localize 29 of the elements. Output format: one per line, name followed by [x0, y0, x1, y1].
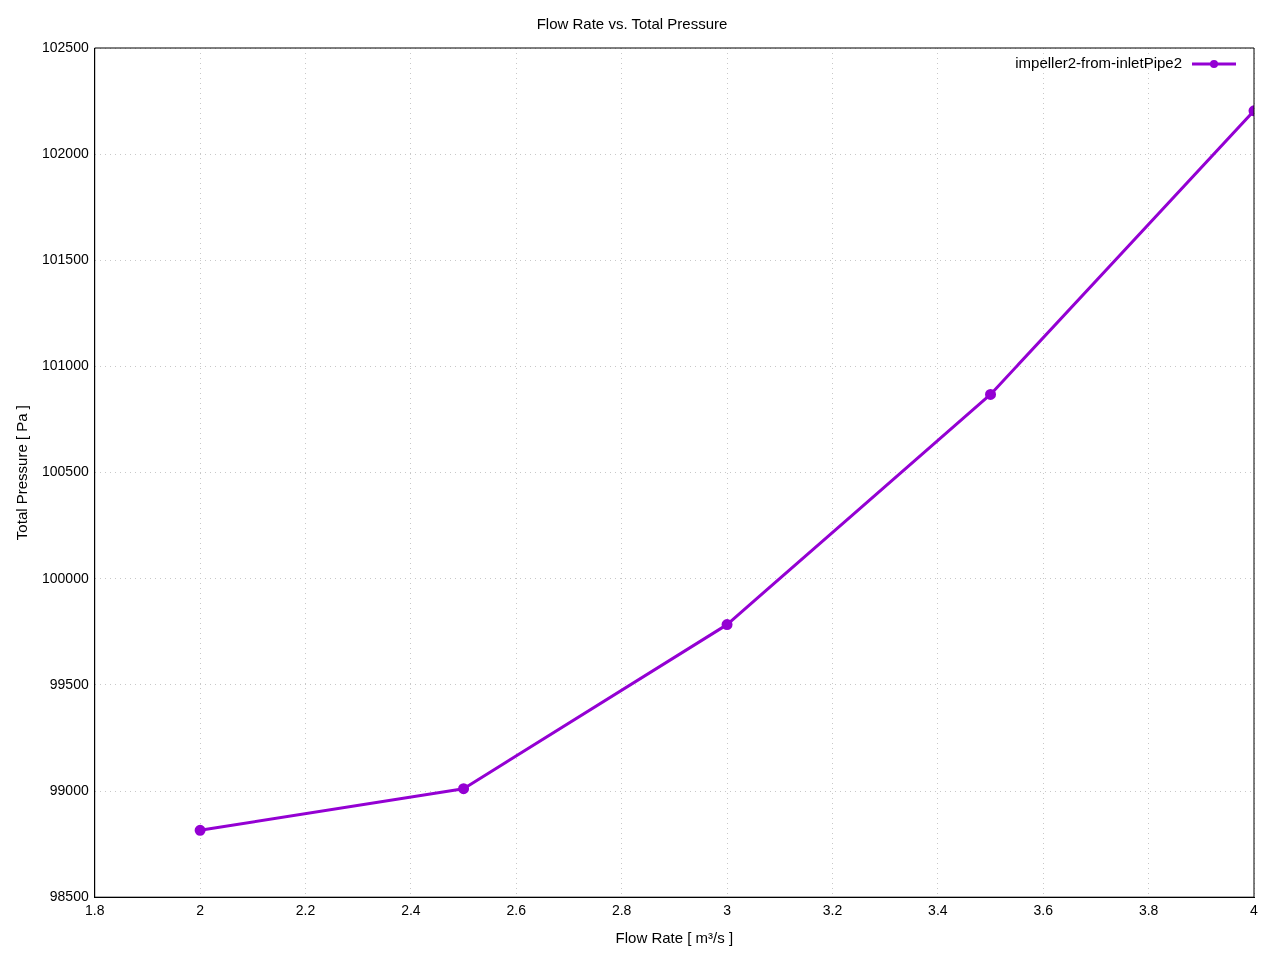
point	[985, 388, 997, 400]
x-tick-label: 3.8	[1138, 902, 1159, 919]
y-tick-label: 98500	[49, 888, 89, 905]
y-tick-label: 100000	[42, 569, 89, 586]
x-tick-label: 2	[196, 902, 205, 919]
x-tick-label: 3.4	[928, 902, 948, 919]
x-axis-title: Flow Rate [ m³/s ]	[615, 929, 734, 947]
x-tick-label: 2.8	[611, 902, 632, 919]
x-tick-label: 3.6	[1033, 902, 1054, 919]
chart-title: Flow Rate vs. Total Pressure	[536, 15, 728, 33]
y-tick-label: 101000	[42, 357, 89, 374]
x-tick-label: 2.6	[506, 902, 527, 919]
x-tick-label: 3	[723, 902, 732, 919]
point	[458, 783, 470, 795]
legend-label: impeller2-from-inletPipe2	[1015, 54, 1182, 72]
x-tick-label: 2.2	[295, 902, 316, 919]
point	[721, 619, 733, 631]
y-tick-label: 102000	[42, 145, 89, 162]
x-tick-label: 4	[1250, 902, 1259, 919]
x-tick-label: 1.8	[84, 902, 105, 919]
point	[194, 824, 206, 836]
y-tick-label: 99000	[49, 781, 89, 798]
y-tick-label: 102500	[42, 38, 89, 55]
y-axis-title: Total Pressure [ Pa ]	[13, 405, 31, 541]
y-tick-label: 101500	[42, 251, 89, 268]
y-tick-label: 99500	[49, 675, 89, 692]
x-tick-label: 2.4	[401, 902, 421, 919]
y-tick-label: 100500	[42, 463, 89, 480]
x-tick-label: 3.2	[822, 902, 843, 919]
